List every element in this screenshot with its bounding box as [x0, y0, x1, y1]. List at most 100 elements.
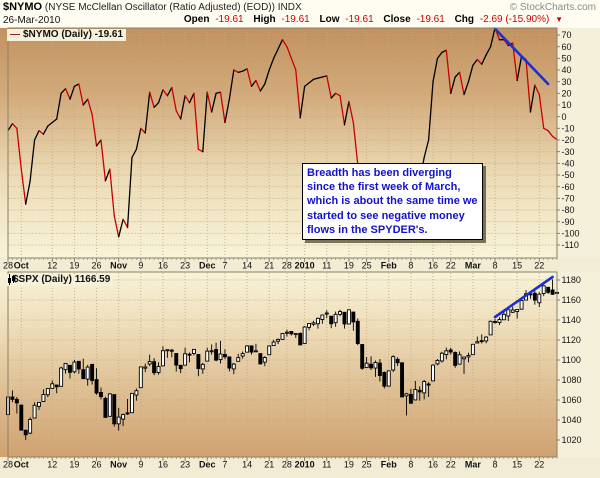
nymo-line-segment: [202, 91, 208, 153]
y-axis-tick-label: -10: [562, 124, 575, 134]
x-axis-tick-label: 12: [47, 460, 57, 470]
nymo-line-segment: [312, 77, 319, 80]
x-axis-tick-label: 16: [158, 460, 168, 470]
nymo-line-segment: [193, 92, 200, 150]
nymo-line-segment: [78, 83, 84, 106]
candle-body: [187, 353, 192, 356]
nymo-line-segment: [277, 39, 284, 50]
nymo-line-segment: [237, 70, 244, 73]
spx-legend-label: $SPX (Daily) 1166.59: [13, 274, 111, 285]
nymo-line-segment: [489, 27, 496, 48]
x-axis-tick-label: Nov: [110, 261, 127, 271]
chg-label: Chg: [454, 14, 475, 25]
candle-body: [289, 331, 294, 335]
x-axis-tick-label: 19: [69, 261, 79, 271]
candle-body: [192, 348, 196, 354]
y-axis-tick-label: -50: [562, 170, 575, 180]
nymo-line-segment: [352, 121, 359, 166]
candle-body: [152, 361, 157, 374]
candle-body: [253, 350, 258, 353]
nymo-line-segment: [73, 83, 80, 87]
nymo-trendline: [493, 27, 550, 86]
annotation-line: Breadth has been diverging: [307, 167, 452, 179]
nymo-line-segment: [188, 92, 195, 104]
nymo-line-segment: [529, 84, 536, 113]
x-axis-tick-label: 22: [534, 460, 544, 470]
x-axis-tick-label: 9: [138, 460, 143, 470]
candle-body: [373, 362, 378, 369]
header-background: [0, 0, 600, 28]
candle-body: [550, 289, 555, 295]
candle-body: [360, 344, 365, 369]
candle-body: [14, 398, 19, 404]
nymo-line-segment: [286, 46, 293, 59]
close-label: Close: [383, 14, 411, 25]
nymo-line-segment: [450, 76, 456, 94]
candle-body: [307, 323, 312, 328]
candle-body: [90, 363, 95, 381]
candle-body: [355, 320, 360, 344]
y-axis-tick-label: 1140: [562, 315, 581, 325]
candle-body: [41, 394, 46, 402]
candle-body: [298, 332, 303, 346]
candle-body: [293, 333, 298, 336]
x-axis-tick-label: 15: [512, 261, 522, 271]
candle-body: [435, 360, 440, 365]
annotation-line: flows in the SPYDER's.: [307, 223, 428, 236]
nymo-line-segment: [268, 57, 275, 71]
nymo-line-segment: [534, 84, 540, 96]
nymo-line-segment: [95, 139, 102, 147]
candle-body: [400, 362, 404, 398]
nymo-line-segment: [25, 180, 31, 205]
candle-body: [271, 341, 276, 346]
x-axis-tick-label: 22: [534, 261, 544, 271]
x-axis-tick-label: 28: [282, 261, 292, 271]
open-value: -19.61: [215, 14, 244, 25]
candle-body: [209, 350, 214, 353]
candle-body: [501, 313, 506, 321]
candle-body: [329, 315, 334, 325]
candle-body: [63, 362, 68, 371]
high-value: -19.61: [281, 14, 310, 25]
candle-body: [466, 355, 471, 358]
candle-body: [346, 309, 351, 325]
line-swatch-icon: —: [10, 29, 20, 40]
candle-body: [169, 349, 174, 352]
nymo-line-segment: [525, 58, 532, 113]
candle-body: [107, 393, 112, 417]
nymo-line-segment: [467, 64, 474, 83]
y-axis-tick-label: 1100: [562, 355, 581, 365]
y-axis-tick-label: -80: [562, 205, 575, 215]
nymo-line-segment: [171, 86, 177, 112]
nymo-line-segment: [538, 93, 545, 129]
x-axis-tick-label: 23: [180, 261, 190, 271]
y-axis-tick-label: 50: [562, 54, 572, 64]
candle-body: [546, 286, 551, 293]
nymo-line-segment: [259, 83, 266, 92]
x-axis-tick-label: 15: [512, 460, 522, 470]
candle-body: [156, 366, 161, 373]
y-axis-tick-label: -20: [562, 135, 575, 145]
candle-body: [488, 320, 493, 336]
nymo-line-segment: [11, 123, 18, 129]
nymo-line-segment: [224, 98, 231, 124]
chart-header: $NYMO (NYSE McClellan Oscillator (Ratio …: [3, 1, 302, 13]
nymo-line-segment: [153, 102, 160, 108]
nymo-line-segment: [51, 118, 58, 124]
nymo-line-segment: [463, 81, 470, 96]
nymo-line-segment: [184, 95, 191, 104]
x-axis-tick-label: 26: [92, 261, 102, 271]
x-axis-tick-label: 14: [242, 261, 252, 271]
nymo-line-segment: [38, 130, 45, 135]
nymo-line-segment: [228, 69, 235, 100]
candle-body: [81, 369, 86, 380]
candle-body: [448, 349, 453, 353]
candle-body: [28, 419, 33, 434]
candle-body: [470, 343, 475, 356]
nymo-line-segment: [343, 100, 350, 126]
candle-body: [342, 311, 347, 325]
candle-body: [45, 388, 50, 396]
nymo-line-segment: [233, 69, 239, 73]
candle-body: [10, 396, 15, 400]
nymo-line-segment: [197, 148, 204, 153]
